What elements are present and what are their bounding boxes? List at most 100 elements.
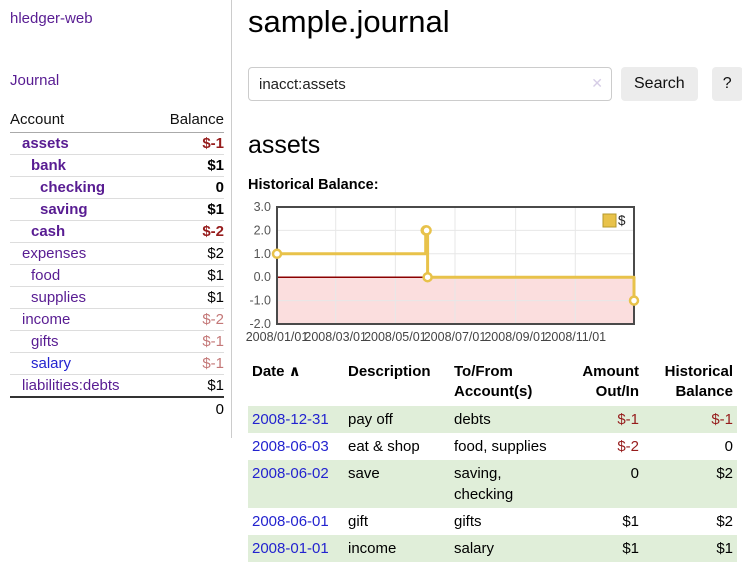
clear-search-icon[interactable]: ✕	[591, 75, 603, 91]
account-balance: $-1	[153, 352, 224, 375]
svg-text:2008/01/01: 2008/01/01	[246, 330, 309, 344]
account-row: saving $1	[10, 198, 224, 221]
account-balance: $1	[153, 264, 224, 287]
register-row: 2008-06-03 eat & shop food, supplies $-2 0	[248, 433, 737, 460]
transaction-accounts: gifts	[454, 513, 482, 530]
account-link[interactable]: expenses	[22, 245, 87, 262]
transaction-accounts: salary	[450, 535, 560, 562]
account-balance: $1	[153, 374, 224, 397]
transaction-amount: 0	[560, 460, 643, 508]
transaction-balance: $1	[643, 535, 737, 562]
svg-text:-2.0: -2.0	[249, 317, 271, 331]
svg-text:3.0: 3.0	[254, 200, 271, 214]
account-link[interactable]: supplies	[31, 289, 87, 306]
account-link[interactable]: food	[31, 267, 61, 284]
transaction-balance: $2	[716, 513, 733, 530]
help-button[interactable]: ?	[711, 67, 742, 101]
account-link[interactable]: bank	[31, 157, 67, 174]
transaction-balance: $-1	[643, 406, 737, 433]
transaction-description: save	[344, 460, 450, 508]
accounts-table: Account Balance assets $-1 bank $1 checking 0…	[10, 108, 224, 421]
account-row: checking 0	[10, 176, 224, 199]
account-balance: $-1	[202, 135, 224, 152]
account-link[interactable]: checking	[40, 179, 106, 196]
account-balance: $1	[153, 198, 224, 221]
search-box: ✕	[248, 67, 612, 101]
account-row: assets $-1	[10, 133, 224, 155]
account-link[interactable]: cash	[31, 223, 66, 240]
account-link[interactable]: assets	[22, 135, 69, 152]
account-link[interactable]: salary	[31, 355, 72, 372]
account-link[interactable]: liabilities:debts	[22, 377, 120, 394]
svg-text:2008/09/01: 2008/09/01	[484, 330, 547, 344]
account-row: gifts $-1	[10, 330, 224, 353]
app-title-link[interactable]: hledger-web	[10, 10, 93, 27]
register-col-header-amount: Amount Out/In	[582, 363, 639, 400]
account-row: cash $-2	[10, 220, 224, 243]
transaction-description: eat & shop	[348, 438, 420, 455]
historical-balance-chart: $3.0 2.0 1.0 0.0 -1.0 -2.0 2008/01/01 2008/03/0…	[246, 200, 742, 346]
account-row: bank $1	[10, 154, 224, 177]
account-balance: $-1	[153, 330, 224, 353]
search-input[interactable]	[248, 67, 612, 101]
accounts-total-value: 0	[153, 396, 224, 421]
transaction-amount: $1	[560, 535, 643, 562]
main-content: sample.journal ✕ Search ? assets Histori…	[246, 0, 742, 562]
transaction-accounts: food, supplies	[454, 438, 547, 455]
transaction-amount: $-1	[560, 406, 643, 433]
search-bar: ✕ Search ?	[248, 67, 742, 101]
search-button[interactable]: Search	[621, 67, 698, 101]
account-heading: assets	[248, 131, 321, 159]
account-row: food $1	[10, 264, 224, 287]
transaction-accounts: saving, checking	[450, 460, 560, 508]
account-row: salary $-1	[10, 352, 224, 375]
register-row: 2008-06-02 save saving, checking 0 $2	[248, 460, 737, 508]
transaction-date-link[interactable]: 2008-06-01	[252, 513, 329, 530]
transaction-balance: 0	[724, 438, 733, 455]
account-balance: 0	[153, 176, 224, 199]
account-link[interactable]: gifts	[31, 333, 59, 350]
transaction-date-link[interactable]: 2008-12-31	[252, 411, 329, 428]
account-balance: $2	[153, 242, 224, 265]
account-row: expenses $2	[10, 242, 224, 265]
transaction-amount: $-2	[617, 438, 639, 455]
page-title: sample.journal	[248, 4, 450, 39]
register-col-header-description: Description	[348, 363, 431, 380]
account-row: liabilities:debts $1	[10, 374, 224, 397]
transaction-date-link[interactable]: 2008-06-03	[252, 438, 329, 455]
transaction-date-link[interactable]: 2008-01-01	[252, 540, 329, 557]
chart-title: Historical Balance:	[248, 177, 379, 193]
accounts-col-header-account: Account	[10, 108, 154, 133]
register-row: 2008-12-31 pay off debts $-1 $-1	[248, 406, 737, 433]
svg-text:2008/11/01: 2008/11/01	[544, 330, 606, 344]
account-row: supplies $1	[10, 286, 224, 309]
register-col-header-tofrom: To/From Account(s)	[454, 363, 533, 400]
account-balance: $-2	[153, 308, 224, 331]
register-row: 2008-01-01 income salary $1 $1	[248, 535, 737, 562]
register-col-header-historical: Historical Balance	[664, 363, 733, 400]
transaction-date-link[interactable]: 2008-06-02	[252, 465, 329, 482]
accounts-total-row: 0	[10, 396, 224, 421]
register-row: 2008-06-01 gift gifts $1 $2	[248, 508, 737, 535]
account-balance: $1	[153, 154, 224, 177]
account-balance: $1	[153, 286, 224, 309]
transaction-amount: $1	[622, 513, 639, 530]
svg-text:2008/03/01: 2008/03/01	[304, 330, 367, 344]
svg-text:0.0: 0.0	[254, 270, 271, 284]
account-balance: $-2	[153, 220, 224, 243]
svg-text:2008/07/01: 2008/07/01	[424, 330, 487, 344]
svg-text:-1.0: -1.0	[249, 294, 271, 308]
transaction-description: gift	[348, 513, 369, 530]
transaction-balance: $2	[643, 460, 737, 508]
transaction-description: pay off	[344, 406, 450, 433]
account-link[interactable]: saving	[40, 201, 88, 218]
account-link[interactable]: income	[22, 311, 71, 328]
svg-text:1.0: 1.0	[254, 247, 271, 261]
sidebar-divider	[231, 0, 232, 438]
svg-text:2.0: 2.0	[254, 223, 271, 237]
sidebar-item-journal[interactable]: Journal	[10, 72, 60, 89]
transaction-accounts: debts	[450, 406, 560, 433]
accounts-col-header-balance: Balance	[153, 108, 224, 133]
register-col-header-date[interactable]: Date ∧	[252, 363, 301, 380]
register-table: Date ∧ Description To/From Account(s) Amoun…	[248, 362, 737, 562]
